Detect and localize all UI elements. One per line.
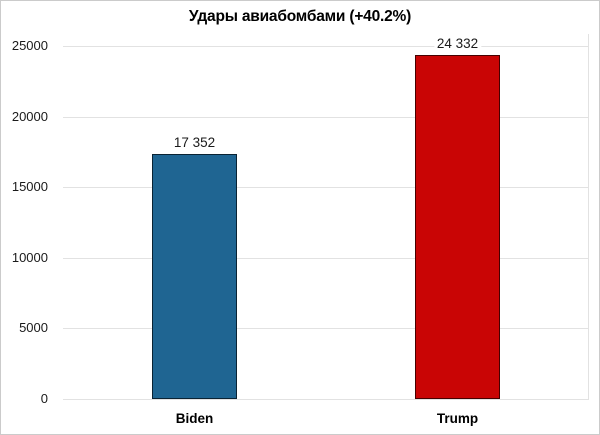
gridline-20000 [63,116,589,118]
y-tick-label-0: 0 [40,391,48,406]
chart-title: Удары авиабомбами (+40.2%) [188,8,412,25]
bar-trump [415,55,500,399]
bar-value-label-biden: 17 352 [170,134,219,150]
bar-biden [152,153,237,399]
gridline-0 [63,399,589,400]
y-tick-label-15000: 15000 [11,179,48,195]
gridline-25000 [63,46,589,47]
y-tick-label-25000: 25000 [11,38,48,53]
y-tick-label-5000: 5000 [19,320,48,336]
bar-value-label-trump: 24 332 [433,36,482,52]
x-tick-label-trump: Trump [436,411,479,426]
gridline-15000 [63,187,589,189]
y-tick-label-10000: 10000 [11,249,48,265]
y-tick-label-20000: 20000 [11,108,48,124]
x-tick-label-biden: Biden [175,411,214,426]
gridline-5000 [63,328,589,330]
gridline-10000 [63,257,589,259]
plot-right-border [588,34,589,399]
